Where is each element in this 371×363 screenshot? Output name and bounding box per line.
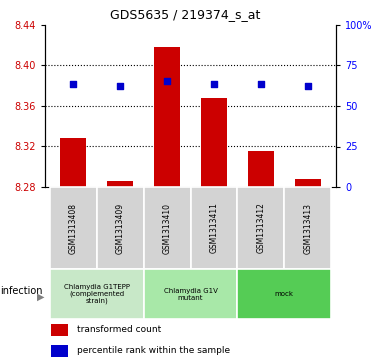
Bar [248, 151, 274, 187]
Bar [237, 187, 284, 269]
Text: GSM1313410: GSM1313410 [162, 203, 171, 253]
Text: transformed count: transformed count [77, 325, 161, 334]
Bar [154, 47, 180, 187]
Bar [284, 187, 331, 269]
Point [70, 81, 76, 87]
Bar [144, 269, 237, 319]
Point [164, 78, 170, 83]
Text: GSM1313412: GSM1313412 [256, 203, 265, 253]
Text: GSM1313411: GSM1313411 [210, 203, 219, 253]
Text: percentile rank within the sample: percentile rank within the sample [77, 346, 230, 355]
Text: mock: mock [275, 291, 294, 297]
Bar [51, 324, 68, 336]
Text: Chlamydia G1V
mutant: Chlamydia G1V mutant [164, 287, 217, 301]
Text: infection: infection [0, 286, 43, 297]
Bar [295, 179, 321, 187]
Point [305, 83, 311, 89]
Point [258, 81, 264, 87]
Text: Chlamydia G1TEPP
(complemented
strain): Chlamydia G1TEPP (complemented strain) [64, 284, 129, 305]
Bar [144, 187, 190, 269]
Text: GDS5635 / 219374_s_at: GDS5635 / 219374_s_at [110, 8, 261, 21]
Bar [237, 269, 331, 319]
Bar [50, 187, 96, 269]
Bar [107, 181, 133, 187]
Point [211, 81, 217, 87]
Bar [96, 187, 144, 269]
Bar [201, 98, 227, 187]
Text: GSM1313408: GSM1313408 [69, 203, 78, 253]
Bar [60, 138, 86, 187]
Bar [51, 345, 68, 357]
Bar [190, 187, 237, 269]
Text: ▶: ▶ [36, 291, 44, 302]
Text: GSM1313409: GSM1313409 [116, 203, 125, 254]
Point [117, 83, 123, 89]
Bar [50, 269, 144, 319]
Text: GSM1313413: GSM1313413 [303, 203, 312, 253]
